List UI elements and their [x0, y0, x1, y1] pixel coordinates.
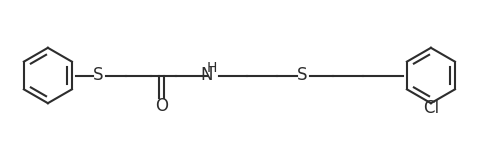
Text: O: O — [155, 97, 168, 115]
Text: H: H — [207, 61, 217, 75]
Text: S: S — [93, 66, 103, 85]
Text: N: N — [201, 66, 213, 85]
Text: Cl: Cl — [423, 99, 439, 117]
Text: S: S — [297, 66, 307, 85]
